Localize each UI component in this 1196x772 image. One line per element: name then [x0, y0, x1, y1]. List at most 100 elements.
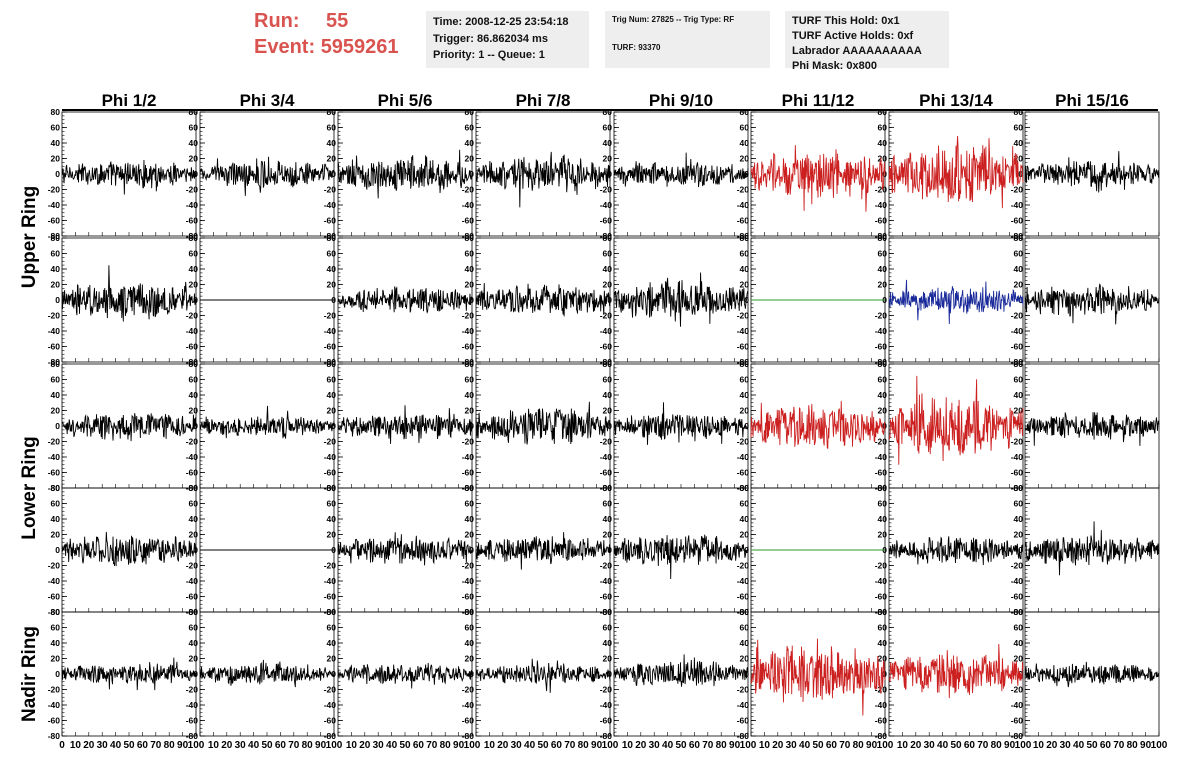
y-tick-label: -20: [600, 561, 613, 571]
y-tick-label: 80: [327, 607, 337, 617]
waveform-trace: [613, 272, 749, 327]
x-tick-label: 40: [1073, 740, 1085, 751]
y-tick-label: 20: [465, 280, 475, 290]
y-tick-label: -40: [1011, 700, 1024, 710]
y-tick-label: -40: [1011, 576, 1024, 586]
x-tick-label: 90: [177, 740, 189, 751]
y-tick-label: 80: [878, 483, 888, 493]
y-tick-label: -80: [186, 731, 199, 741]
y-tick-label: -60: [875, 342, 888, 352]
y-tick-label: -20: [462, 185, 475, 195]
x-tick-label: 10: [622, 740, 634, 751]
y-tick-label: 20: [189, 530, 199, 540]
x-tick-label: 30: [1060, 740, 1072, 751]
y-tick-label: -60: [462, 468, 475, 478]
y-tick-label: 60: [878, 375, 888, 385]
x-tick-label: 30: [511, 740, 523, 751]
y-tick-label: -60: [324, 592, 337, 602]
y-tick-label: -40: [737, 700, 750, 710]
y-tick-label: -60: [600, 592, 613, 602]
y-tick-label: -60: [737, 216, 750, 226]
waveform-trace: [1024, 283, 1160, 325]
y-tick-label: 40: [327, 138, 337, 148]
y-tick-label: 40: [603, 264, 613, 274]
y-tick-label: 0: [331, 421, 336, 431]
y-tick-label: -40: [186, 200, 199, 210]
waveform-trace: [61, 531, 197, 567]
y-tick-label: 20: [878, 530, 888, 540]
y-tick-label: -60: [48, 342, 61, 352]
y-tick-label: -40: [48, 700, 61, 710]
y-tick-label: -40: [186, 452, 199, 462]
y-tick-label: 60: [603, 499, 613, 509]
x-tick-label: 30: [97, 740, 109, 751]
x-tick-label: 90: [453, 740, 465, 751]
waveform-trace: [1024, 661, 1160, 688]
y-tick-label: 80: [327, 233, 337, 243]
y-tick-label: -60: [186, 592, 199, 602]
y-tick-label: 80: [189, 483, 199, 493]
y-tick-label: 40: [878, 390, 888, 400]
y-tick-label: 20: [1014, 154, 1024, 164]
y-tick-label: 40: [189, 638, 199, 648]
y-tick-label: -20: [324, 437, 337, 447]
y-tick-label: -40: [875, 700, 888, 710]
y-tick-label: 40: [1014, 264, 1024, 274]
ring-label: Nadir Ring: [19, 626, 40, 722]
y-tick-label: 20: [51, 280, 61, 290]
y-tick-label: 60: [465, 249, 475, 259]
y-tick-label: -20: [737, 185, 750, 195]
y-tick-label: -60: [48, 216, 61, 226]
waveform-trace: [337, 149, 473, 199]
x-tick-label: 60: [964, 740, 976, 751]
y-tick-label: 80: [740, 107, 750, 117]
y-tick-label: 20: [603, 406, 613, 416]
y-tick-label: 60: [603, 123, 613, 133]
y-tick-label: -80: [737, 731, 750, 741]
y-tick-label: 60: [603, 623, 613, 633]
y-tick-label: -20: [324, 561, 337, 571]
y-tick-label: 40: [189, 138, 199, 148]
y-tick-label: 80: [189, 359, 199, 369]
y-tick-label: 80: [878, 107, 888, 117]
y-tick-label: 60: [1014, 249, 1024, 259]
x-tick-label: 30: [924, 740, 936, 751]
y-tick-label: -20: [600, 437, 613, 447]
y-tick-label: -20: [737, 437, 750, 447]
y-tick-label: 0: [607, 295, 612, 305]
y-tick-label: -60: [186, 716, 199, 726]
waveform-trace: [61, 657, 197, 691]
x-tick-label: 10: [759, 740, 771, 751]
y-tick-label: -60: [324, 468, 337, 478]
waveform-trace: [888, 136, 1024, 209]
y-tick-label: 80: [51, 359, 61, 369]
y-tick-label: 80: [327, 107, 337, 117]
y-tick-label: -80: [48, 231, 61, 241]
y-tick-label: 80: [327, 483, 337, 493]
x-tick-label: 50: [950, 740, 962, 751]
y-tick-label: -20: [1011, 561, 1024, 571]
y-tick-label: 40: [327, 638, 337, 648]
y-tick-label: 80: [465, 607, 475, 617]
y-tick-label: 20: [878, 280, 888, 290]
y-tick-label: 20: [327, 406, 337, 416]
y-tick-label: 60: [1014, 499, 1024, 509]
y-tick-label: -20: [1011, 437, 1024, 447]
x-tick-label: 40: [248, 740, 260, 751]
waveform-trace: [61, 413, 197, 442]
y-tick-label: 0: [469, 295, 474, 305]
run-label: Run:: [254, 10, 300, 32]
column-title: Phi 3/4: [240, 91, 295, 110]
y-tick-label: 40: [327, 264, 337, 274]
x-tick-label: 80: [440, 740, 452, 751]
y-tick-label: -60: [875, 592, 888, 602]
waveform-trace: [888, 279, 1024, 324]
waveform-trace: [888, 644, 1024, 699]
y-tick-label: 40: [51, 514, 61, 524]
y-tick-label: 0: [469, 421, 474, 431]
x-tick-label: 50: [1086, 740, 1098, 751]
y-tick-label: -60: [875, 716, 888, 726]
y-tick-label: -20: [48, 685, 61, 695]
y-tick-label: 80: [603, 483, 613, 493]
x-tick-label: 40: [110, 740, 122, 751]
